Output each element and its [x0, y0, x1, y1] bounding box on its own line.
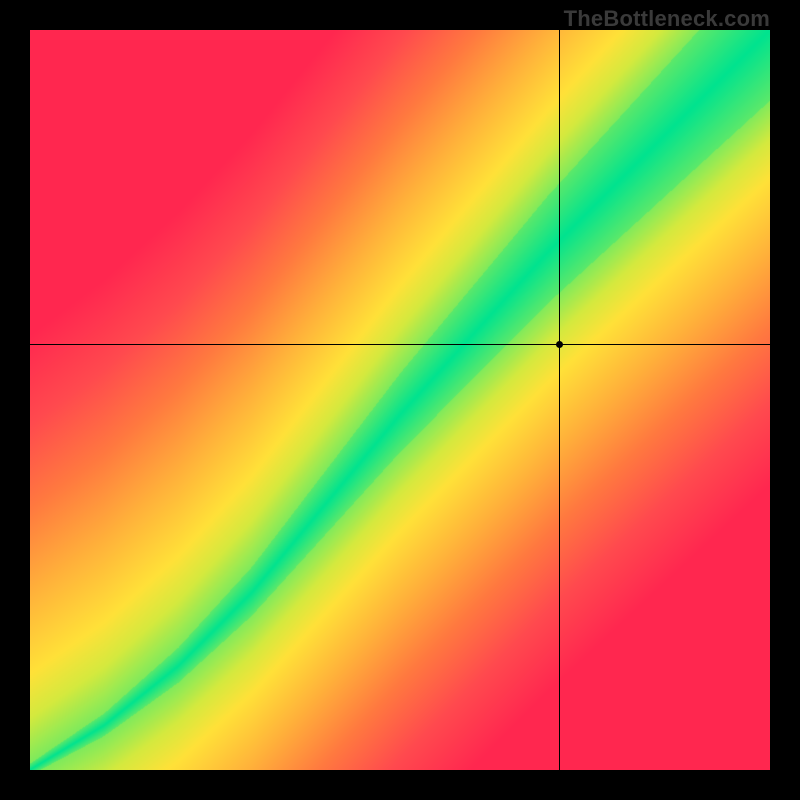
- crosshair-marker: [556, 341, 563, 348]
- bottleneck-heatmap: [30, 30, 770, 770]
- watermark-text: TheBottleneck.com: [564, 6, 770, 32]
- crosshair-horizontal-line: [30, 344, 770, 345]
- crosshair-vertical-line: [559, 30, 560, 770]
- chart-container: TheBottleneck.com: [0, 0, 800, 800]
